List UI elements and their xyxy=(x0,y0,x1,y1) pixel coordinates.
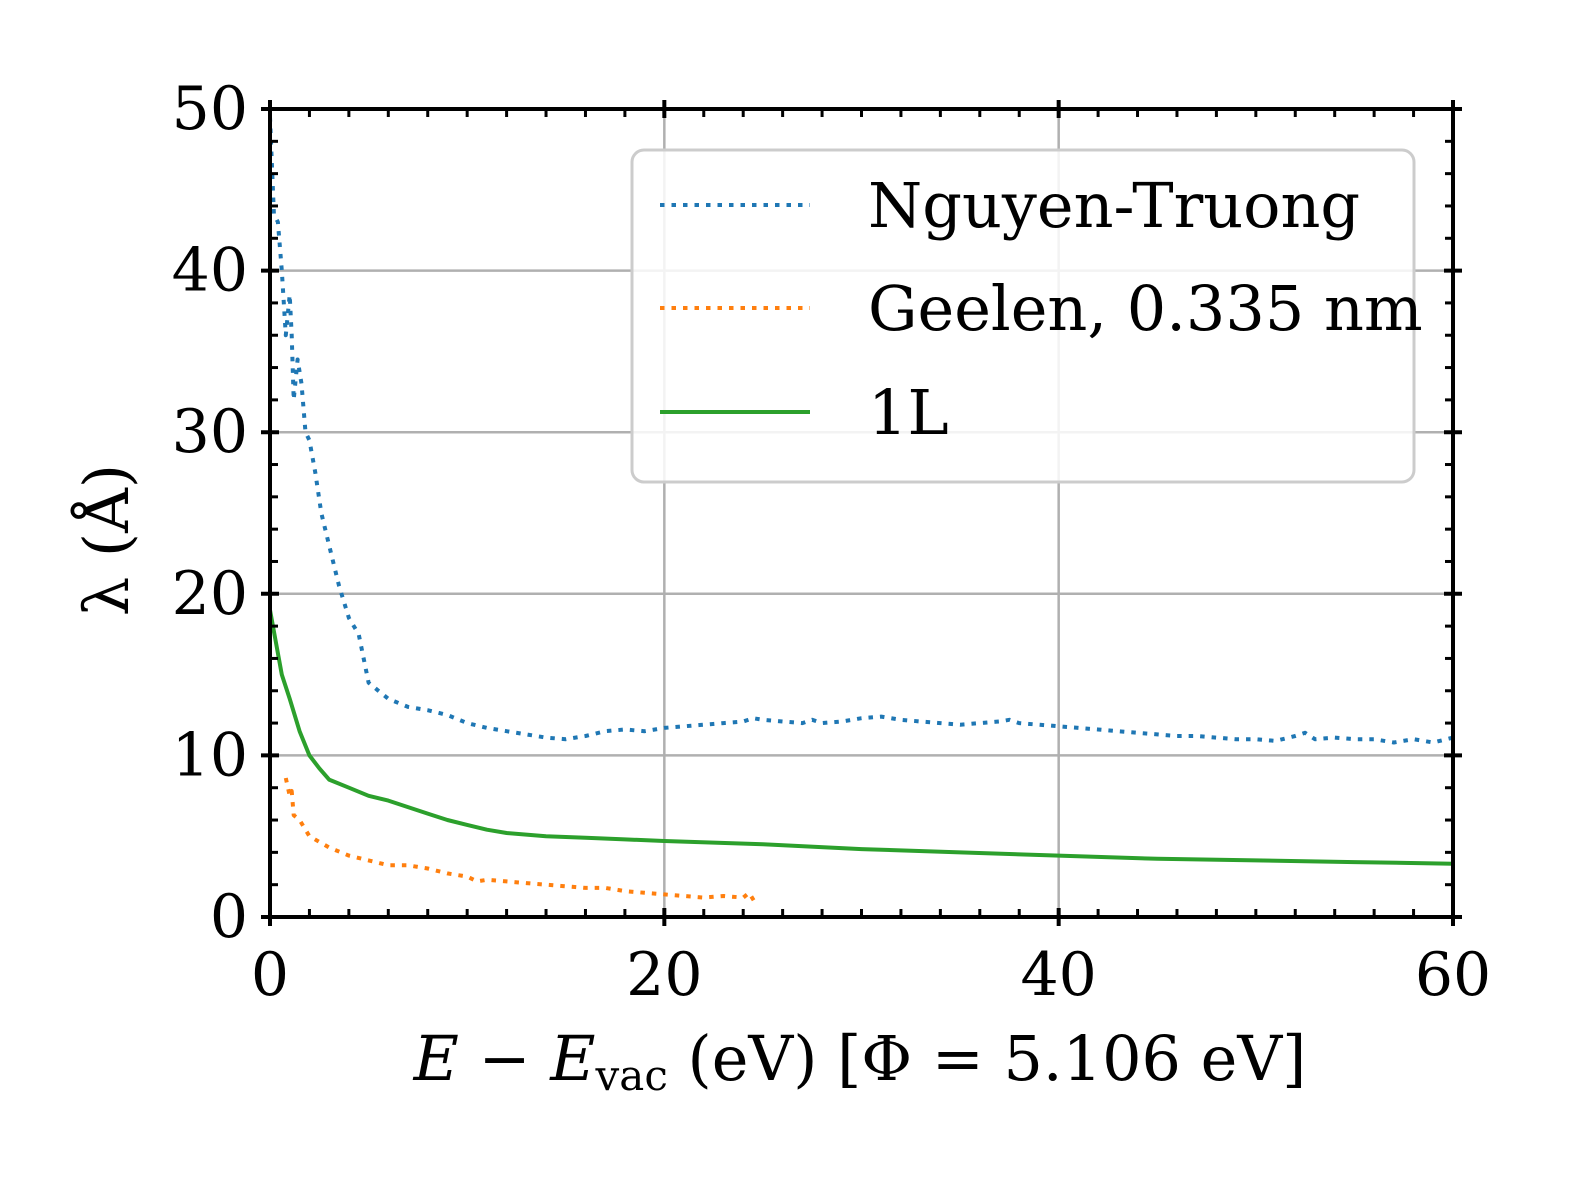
legend-label: Nguyen-Truong xyxy=(868,169,1360,242)
y-tick-label: 40 xyxy=(172,236,248,306)
y-tick-label: 20 xyxy=(172,559,248,629)
major-ticks xyxy=(261,100,1462,926)
y-tick-label: 10 xyxy=(172,720,248,790)
y-tick-label: 50 xyxy=(172,74,248,144)
x-axis-label: E − Evac (eV) [Φ = 5.106 eV] xyxy=(413,1022,1307,1100)
y-tick-label: 0 xyxy=(210,882,248,952)
legend-label: Geelen, 0.335 nm xyxy=(868,272,1423,345)
series-line xyxy=(268,609,1454,866)
legend: Nguyen-Truong Geelen, 0.335 nm 1L xyxy=(630,148,1423,484)
y-axis-label: λ (Å) xyxy=(70,464,143,616)
x-tick-label: 60 xyxy=(1415,940,1491,1010)
plot-series xyxy=(268,117,1454,904)
legend-label: 1L xyxy=(868,376,949,449)
minor-ticks xyxy=(270,109,1453,917)
tick-labels: 0 20 40 60 0 10 20 30 40 50 xyxy=(172,74,1492,1010)
y-tick-label: 30 xyxy=(172,397,248,467)
x-tick-label: 40 xyxy=(1020,940,1096,1010)
x-tick-label: 0 xyxy=(251,940,289,1010)
legend-box xyxy=(630,148,1416,484)
x-tick-label: 20 xyxy=(626,940,702,1010)
